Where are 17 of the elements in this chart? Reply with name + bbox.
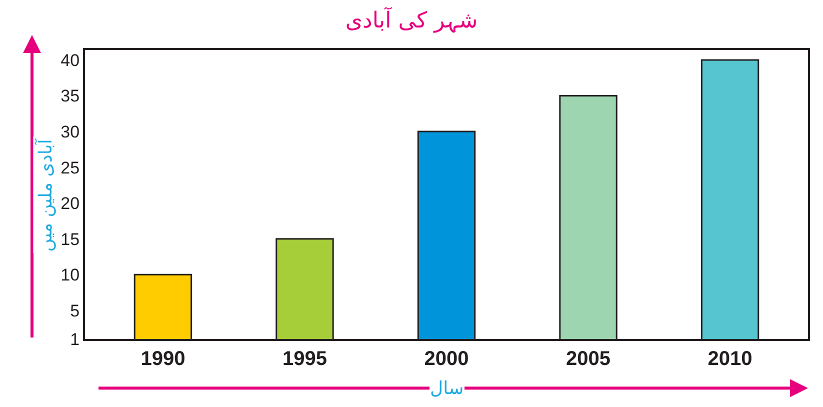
- y-tick-label: 30: [60, 122, 80, 142]
- x-axis-title: سال: [430, 378, 464, 399]
- x-tick-label: 2005: [566, 348, 611, 370]
- y-axis-title: آبادی ملین میں: [34, 138, 57, 252]
- y-tick-label: 20: [60, 194, 80, 214]
- y-tick-label: 1: [70, 330, 80, 349]
- y-tick-label: 10: [60, 266, 80, 285]
- x-tick-label: 1995: [282, 348, 327, 370]
- x-tick-label: 2000: [424, 348, 469, 370]
- y-tick-label: 5: [70, 301, 80, 320]
- y-tick-label: 15: [60, 230, 80, 249]
- y-tick-label: 25: [60, 158, 80, 178]
- y-tick-label: 40: [60, 50, 80, 70]
- y-tick-label: 35: [60, 86, 80, 106]
- x-tick-label: 2010: [708, 348, 752, 370]
- chart-title: شہر کی آبادی: [345, 6, 478, 34]
- x-tick-label: 1990: [140, 348, 186, 370]
